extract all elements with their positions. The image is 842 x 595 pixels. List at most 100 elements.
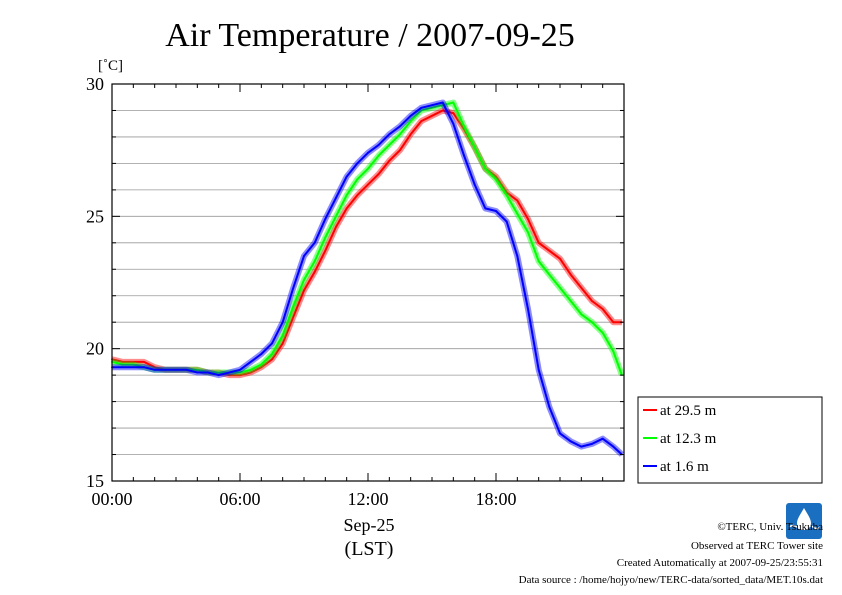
data-point bbox=[388, 143, 391, 146]
data-point bbox=[537, 368, 540, 371]
data-point bbox=[484, 167, 487, 170]
data-point bbox=[548, 249, 551, 252]
data-point bbox=[580, 286, 583, 289]
data-point bbox=[335, 226, 337, 228]
x-axis-zone-label: (LST) bbox=[345, 538, 394, 560]
data-point bbox=[281, 342, 284, 345]
data-point bbox=[132, 361, 135, 363]
data-point bbox=[153, 368, 156, 371]
axis-ticks: 00:00 06:00 12:00 18:00 15 20 25 30 bbox=[86, 74, 625, 509]
data-point bbox=[452, 101, 455, 104]
water-drop-icon bbox=[797, 508, 811, 530]
data-point bbox=[239, 374, 241, 377]
data-point bbox=[612, 350, 615, 353]
data-point bbox=[495, 175, 497, 178]
legend-label: at 1.6 m bbox=[660, 459, 709, 475]
data-point bbox=[559, 286, 561, 289]
data-point bbox=[516, 199, 519, 202]
data-point bbox=[324, 236, 327, 239]
chart-title: Air Temperature / 2007-09-25 bbox=[165, 17, 575, 54]
data-point bbox=[569, 300, 572, 302]
data-point bbox=[409, 114, 412, 117]
data-point bbox=[239, 371, 241, 374]
data-point bbox=[399, 149, 401, 152]
series-layer bbox=[111, 99, 625, 457]
data-point bbox=[463, 125, 465, 128]
data-point bbox=[271, 358, 273, 361]
data-point bbox=[356, 194, 359, 197]
data-point bbox=[271, 353, 273, 355]
data-point bbox=[228, 374, 231, 377]
data-point bbox=[516, 255, 519, 257]
data-point bbox=[505, 220, 508, 223]
data-point bbox=[431, 104, 433, 107]
data-point bbox=[377, 154, 380, 157]
data-point bbox=[569, 440, 572, 443]
data-point bbox=[431, 114, 433, 117]
data-point bbox=[505, 194, 508, 197]
credit-source: Data source : /home/hojyo/new/TERC-data/… bbox=[519, 574, 823, 586]
data-point bbox=[601, 437, 604, 440]
data-point bbox=[420, 120, 423, 122]
data-point bbox=[484, 207, 487, 210]
x-tick-label: 12:00 bbox=[347, 489, 388, 509]
data-point bbox=[559, 432, 561, 435]
plot-frame bbox=[111, 83, 625, 482]
data-point bbox=[420, 106, 423, 109]
data-point bbox=[132, 363, 135, 366]
data-point bbox=[431, 106, 433, 109]
legend-box bbox=[637, 396, 823, 484]
data-point bbox=[292, 286, 295, 289]
credit-site: Observed at TERC Tower site bbox=[691, 540, 823, 552]
data-point bbox=[388, 159, 391, 162]
data-point bbox=[196, 368, 199, 371]
data-point bbox=[345, 175, 348, 178]
data-point bbox=[239, 368, 241, 371]
data-point bbox=[527, 231, 529, 234]
y-tick-label: 30 bbox=[86, 74, 104, 94]
x-tick-label: 00:00 bbox=[91, 489, 132, 509]
credit-copyright: ©TERC, Univ. Tsukuba bbox=[717, 521, 823, 533]
data-point bbox=[207, 371, 209, 374]
data-point bbox=[121, 361, 124, 363]
data-point bbox=[377, 143, 380, 146]
data-point bbox=[345, 207, 348, 210]
grid-lines bbox=[112, 110, 624, 455]
data-point bbox=[377, 173, 380, 175]
data-point bbox=[132, 366, 135, 369]
data-point bbox=[313, 271, 316, 273]
data-point bbox=[367, 151, 369, 154]
legend-label: at 12.3 m bbox=[660, 431, 717, 447]
data-point bbox=[185, 368, 188, 371]
data-point bbox=[164, 368, 167, 371]
series-band-at-12-3-m bbox=[111, 99, 625, 377]
data-point bbox=[175, 368, 177, 371]
y-tick-label: 25 bbox=[86, 206, 104, 226]
data-point bbox=[399, 125, 401, 128]
data-point bbox=[281, 321, 284, 324]
data-point bbox=[463, 154, 465, 157]
data-point bbox=[388, 133, 391, 136]
data-point bbox=[260, 363, 263, 366]
data-point bbox=[559, 257, 561, 260]
wave-icon bbox=[788, 524, 821, 530]
data-point bbox=[249, 371, 252, 374]
data-point bbox=[441, 101, 444, 104]
y-tick-label: 15 bbox=[86, 471, 104, 491]
data-point bbox=[367, 167, 369, 170]
data-point bbox=[196, 371, 199, 374]
data-point bbox=[516, 212, 519, 215]
data-point bbox=[121, 363, 124, 366]
x-tick-label: 18:00 bbox=[475, 489, 516, 509]
data-point bbox=[409, 120, 412, 122]
data-point bbox=[153, 366, 156, 369]
data-point bbox=[217, 374, 220, 377]
data-point bbox=[335, 196, 337, 199]
data-point bbox=[324, 218, 327, 220]
data-point bbox=[260, 366, 263, 369]
data-point bbox=[313, 260, 316, 263]
data-point bbox=[228, 371, 231, 374]
data-point bbox=[420, 109, 423, 112]
data-point bbox=[260, 353, 263, 355]
